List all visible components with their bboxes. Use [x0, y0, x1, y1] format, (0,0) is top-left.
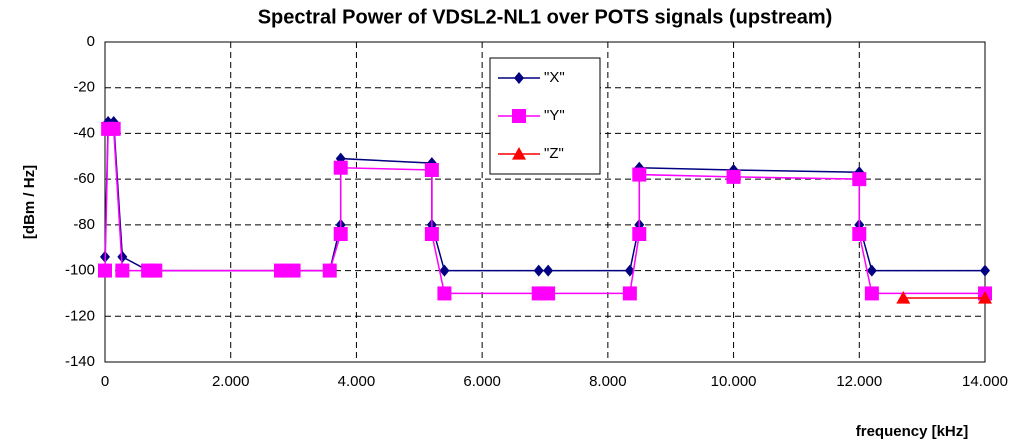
y-tick-label: -80	[73, 216, 95, 233]
y-tick-label: -60	[73, 170, 95, 187]
marker	[512, 109, 526, 123]
marker	[866, 264, 877, 277]
marker	[115, 263, 130, 278]
marker	[852, 172, 867, 187]
marker	[632, 167, 647, 182]
chart-title: Spectral Power of VDSL2-NL1 over POTS si…	[258, 6, 833, 28]
marker	[424, 227, 439, 241]
marker	[286, 263, 301, 278]
x-tick-label: 0	[101, 373, 109, 390]
plot-frame	[104, 41, 986, 363]
y-tick-label: -40	[73, 124, 95, 141]
x-axis-label: frequency [kHz]	[856, 423, 969, 440]
marker	[543, 264, 554, 277]
y-tick-label: -120	[65, 307, 95, 324]
marker	[978, 291, 992, 304]
marker	[852, 227, 867, 241]
marker	[980, 264, 990, 277]
y-tick-label: 0	[87, 33, 95, 50]
marker	[437, 286, 452, 301]
marker	[98, 263, 112, 278]
marker	[622, 286, 637, 301]
y-tick-label: -140	[65, 353, 95, 370]
marker	[864, 286, 879, 301]
legend-label: "Y"	[544, 107, 565, 124]
legend-label: "Z"	[544, 145, 564, 162]
marker	[896, 291, 911, 304]
marker	[117, 250, 128, 263]
marker	[541, 286, 556, 301]
x-tick-label: 14.000	[962, 373, 1008, 390]
marker	[439, 264, 450, 277]
x-tick-label: 2.000	[212, 373, 250, 390]
marker	[106, 121, 121, 136]
y-axis-label: [dBm / Hz]	[21, 165, 38, 239]
marker	[632, 227, 647, 241]
marker	[333, 160, 348, 175]
marker	[512, 147, 526, 160]
x-tick-label: 8.000	[589, 373, 627, 390]
x-tick-label: 6.000	[463, 373, 501, 390]
x-tick-label: 10.000	[711, 373, 757, 390]
marker	[424, 163, 439, 177]
legend-label: "X"	[544, 69, 565, 86]
marker	[333, 227, 348, 241]
marker	[148, 263, 163, 278]
y-tick-label: -100	[65, 262, 95, 279]
x-tick-label: 4.000	[338, 373, 376, 390]
marker	[274, 263, 288, 278]
marker	[533, 264, 544, 277]
marker	[322, 263, 337, 278]
marker	[726, 169, 741, 184]
y-tick-label: -20	[73, 79, 95, 96]
x-tick-label: 12.000	[836, 373, 882, 390]
marker	[514, 72, 524, 84]
